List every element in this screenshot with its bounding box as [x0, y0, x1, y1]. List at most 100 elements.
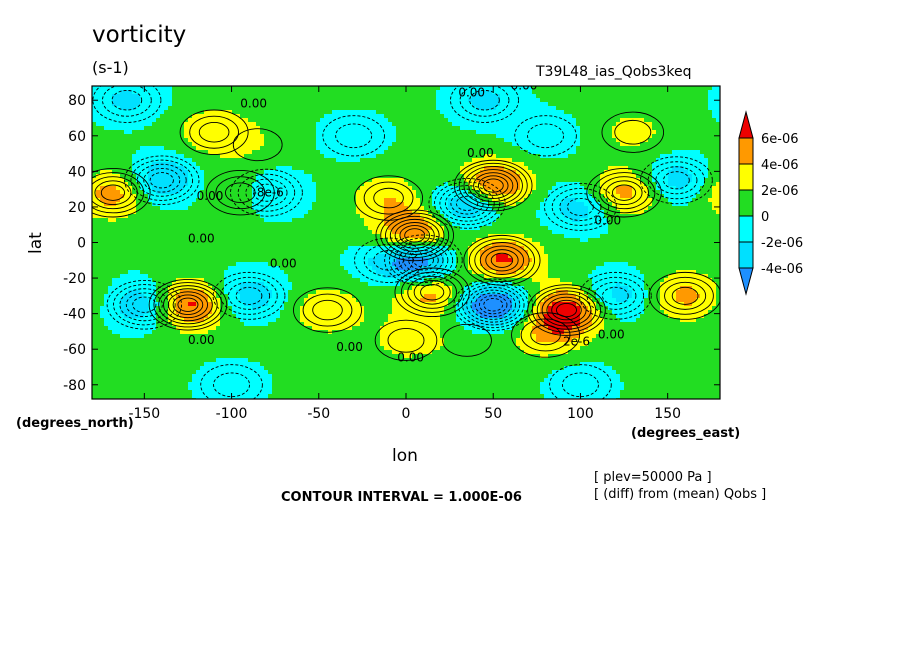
field-cell [576, 386, 580, 390]
field-cell [276, 274, 280, 278]
field-cell [500, 254, 504, 258]
field-cell [348, 138, 352, 142]
field-cell [264, 390, 268, 394]
field-cell [316, 310, 320, 314]
field-cell [144, 322, 148, 326]
field-cell [524, 114, 528, 118]
field-cell [568, 146, 572, 150]
field-cell [124, 306, 128, 310]
field-cell [492, 114, 496, 118]
field-cell [624, 270, 628, 274]
field-cell [340, 294, 344, 298]
field-cell [196, 298, 200, 302]
field-cell [532, 126, 536, 130]
field-cell [504, 102, 508, 106]
field-cell [684, 294, 688, 298]
field-cell [508, 106, 512, 110]
field-cell [240, 302, 244, 306]
field-cell [364, 250, 368, 254]
field-cell [460, 102, 464, 106]
field-cell [444, 246, 448, 250]
field-cell [580, 186, 584, 190]
field-cell [468, 122, 472, 126]
field-cell [192, 190, 196, 194]
field-cell [280, 178, 284, 182]
field-cell [636, 186, 640, 190]
field-cell [504, 114, 508, 118]
field-cell [564, 310, 568, 314]
field-cell [108, 214, 112, 218]
field-cell [108, 114, 112, 118]
field-cell [588, 234, 592, 238]
field-cell [560, 138, 564, 142]
field-cell [560, 222, 564, 226]
field-cell [184, 182, 188, 186]
field-cell [228, 266, 232, 270]
field-cell [600, 322, 604, 326]
field-cell [400, 262, 404, 266]
field-cell [192, 114, 196, 118]
field-cell [620, 142, 624, 146]
field-cell [256, 138, 260, 142]
field-cell [476, 266, 480, 270]
field-cell [148, 146, 152, 150]
field-cell [572, 374, 576, 378]
field-cell [124, 326, 128, 330]
field-cell [520, 94, 524, 98]
field-cell [360, 258, 364, 262]
field-cell [260, 186, 264, 190]
field-cell [476, 118, 480, 122]
field-cell [240, 138, 244, 142]
field-cell [188, 294, 192, 298]
field-cell [508, 302, 512, 306]
field-cell [592, 214, 596, 218]
field-cell [408, 342, 412, 346]
field-cell [268, 214, 272, 218]
field-cell [204, 326, 208, 330]
field-cell [300, 214, 304, 218]
field-cell [200, 314, 204, 318]
field-cell [556, 374, 560, 378]
field-cell [356, 190, 360, 194]
field-cell [636, 282, 640, 286]
field-cell [572, 318, 576, 322]
field-cell [160, 90, 164, 94]
field-cell [308, 298, 312, 302]
field-cell [396, 342, 400, 346]
field-cell [148, 90, 152, 94]
field-cell [144, 146, 148, 150]
field-cell [148, 306, 152, 310]
field-cell [128, 94, 132, 98]
field-cell [336, 130, 340, 134]
field-cell [204, 142, 208, 146]
field-cell [360, 270, 364, 274]
field-cell [448, 270, 452, 274]
field-cell [176, 326, 180, 330]
field-cell [100, 174, 104, 178]
field-cell [356, 138, 360, 142]
field-cell [224, 146, 228, 150]
field-cell [500, 194, 504, 198]
field-cell [484, 154, 488, 158]
field-cell [624, 314, 628, 318]
field-cell [268, 386, 272, 390]
field-cell [152, 326, 156, 330]
field-cell [344, 258, 348, 262]
field-cell [392, 126, 396, 130]
field-cell [200, 302, 204, 306]
field-cell [144, 278, 148, 282]
field-cell [600, 326, 604, 330]
field-cell [100, 306, 104, 310]
field-cell [632, 290, 636, 294]
field-cell [688, 170, 692, 174]
field-cell [160, 190, 164, 194]
field-cell [128, 274, 132, 278]
field-cell [536, 254, 540, 258]
field-cell [520, 234, 524, 238]
field-cell [544, 118, 548, 122]
field-cell [236, 382, 240, 386]
field-cell [504, 134, 508, 138]
field-cell [288, 190, 292, 194]
field-cell [380, 334, 384, 338]
field-cell [616, 262, 620, 266]
